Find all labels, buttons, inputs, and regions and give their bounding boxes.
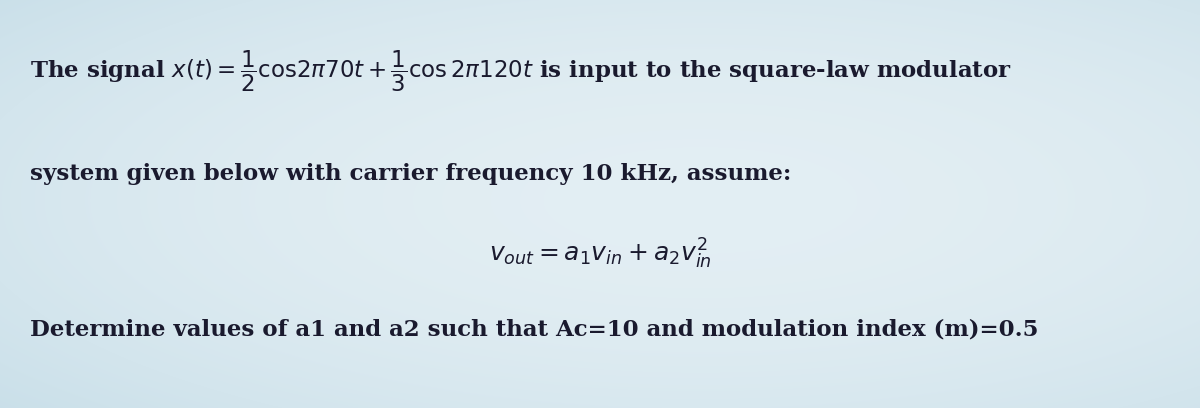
Text: $v_{out} = a_1v_{in} + a_2v^2_{in}$: $v_{out} = a_1v_{in} + a_2v^2_{in}$ [488,237,712,271]
Text: The signal $x(t) = \dfrac{1}{2}\mathrm{cos}2\pi70t + \dfrac{1}{3}\mathrm{cos}\,2: The signal $x(t) = \dfrac{1}{2}\mathrm{c… [30,49,1012,94]
Text: system given below with carrier frequency 10 kHz, assume:: system given below with carrier frequenc… [30,163,791,185]
Text: Determine values of a1 and a2 such that Ac=10 and modulation index (m)=0.5: Determine values of a1 and a2 such that … [30,318,1038,340]
